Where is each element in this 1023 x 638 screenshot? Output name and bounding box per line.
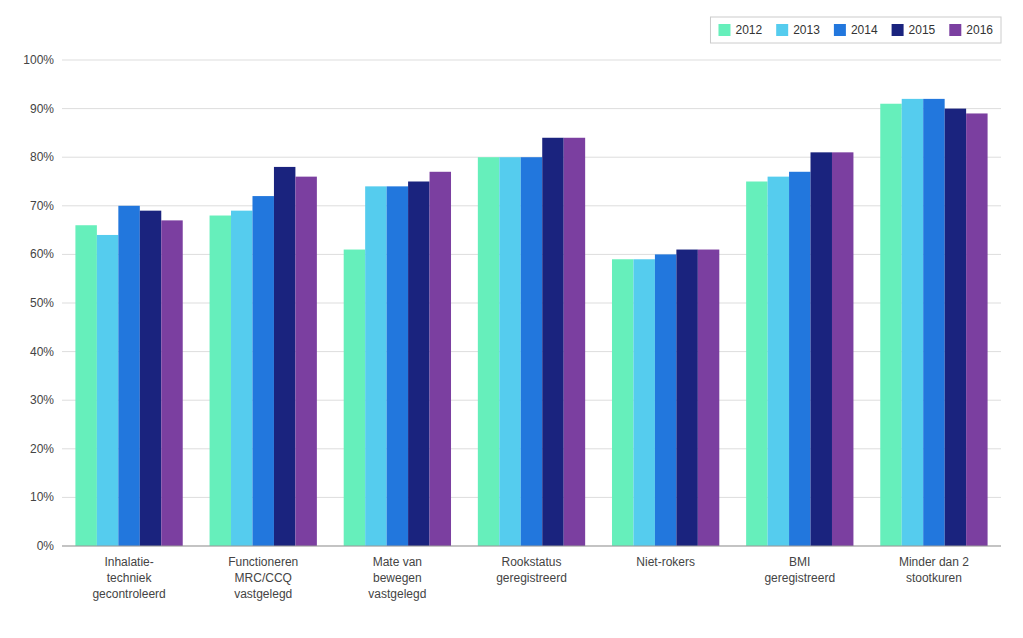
y-tick-label: 40% xyxy=(30,345,54,359)
legend-label: 2013 xyxy=(793,23,820,37)
bar xyxy=(274,167,295,546)
y-tick-label: 10% xyxy=(30,490,54,504)
bar xyxy=(902,99,923,546)
bar xyxy=(945,109,966,546)
x-tick-label: Rookstatusgeregistreerd xyxy=(496,555,567,585)
bar xyxy=(655,254,676,546)
bar xyxy=(633,259,654,546)
bar xyxy=(746,182,767,547)
y-tick-label: 30% xyxy=(30,393,54,407)
legend-label: 2016 xyxy=(966,23,993,37)
bar xyxy=(295,177,316,546)
y-tick-label: 90% xyxy=(30,102,54,116)
bar xyxy=(880,104,901,546)
legend-frame xyxy=(710,17,1001,43)
bar xyxy=(811,152,832,546)
y-tick-label: 50% xyxy=(30,296,54,310)
bar xyxy=(676,250,697,546)
legend: 2012 2013 2014 2015 2016 xyxy=(710,17,1001,43)
bar xyxy=(768,177,789,546)
bar xyxy=(210,216,231,546)
bar xyxy=(499,157,520,546)
bar xyxy=(612,259,633,546)
y-axis: 0% 10% 20% 30% 40% 50% 60% 70% 80% 90% 100% xyxy=(23,53,1001,553)
y-tick-label: 80% xyxy=(30,150,54,164)
legend-swatch xyxy=(834,24,846,36)
x-tick-label: Minder dan 2stootkuren xyxy=(899,555,969,585)
bar xyxy=(118,206,139,546)
bar xyxy=(140,211,161,546)
bar xyxy=(344,250,365,546)
bar xyxy=(430,172,451,546)
legend-label: 2014 xyxy=(851,23,878,37)
grid-line xyxy=(62,546,1001,547)
y-tick-label: 20% xyxy=(30,442,54,456)
x-axis: Inhalatie-techniekgecontroleerd Functione… xyxy=(92,555,969,601)
legend-label: 2015 xyxy=(909,23,936,37)
bar xyxy=(231,211,252,546)
y-tick-label: 0% xyxy=(37,539,55,553)
bar xyxy=(832,152,853,546)
y-tick-label: 100% xyxy=(23,53,54,67)
legend-swatch xyxy=(718,24,730,36)
chart: 0% 10% 20% 30% 40% 50% 60% 70% 80% 90% 100% Inhalat… xyxy=(0,0,1023,638)
legend-swatch xyxy=(892,24,904,36)
bar xyxy=(698,250,719,546)
y-tick-label: 60% xyxy=(30,247,54,261)
bar xyxy=(521,157,542,546)
bar xyxy=(408,182,429,547)
x-axis-line xyxy=(62,546,1001,547)
bar xyxy=(542,138,563,546)
legend-swatch xyxy=(776,24,788,36)
x-tick-label: FunctionerenMRC/CCQvastgelegd xyxy=(228,555,298,601)
bar xyxy=(478,157,499,546)
x-tick-label: Mate vanbewegenvastgelegd xyxy=(368,555,426,601)
bar xyxy=(75,225,96,546)
bar xyxy=(387,186,408,546)
x-tick-label: BMIgeregistreerd xyxy=(764,555,835,585)
bar xyxy=(564,138,585,546)
grid-line xyxy=(62,108,1001,109)
bar xyxy=(161,220,182,546)
bar xyxy=(789,172,810,546)
y-tick-label: 70% xyxy=(30,199,54,213)
bar xyxy=(97,235,118,546)
bars xyxy=(75,99,987,546)
legend-label: 2012 xyxy=(735,23,762,37)
legend-swatch xyxy=(949,24,961,36)
x-tick-label: Inhalatie-techniekgecontroleerd xyxy=(92,555,165,601)
x-tick-label: Niet-rokers xyxy=(636,555,695,569)
grid-line xyxy=(62,60,1001,61)
bar xyxy=(365,186,386,546)
bar xyxy=(252,196,273,546)
bar xyxy=(923,99,944,546)
bar xyxy=(966,113,987,546)
